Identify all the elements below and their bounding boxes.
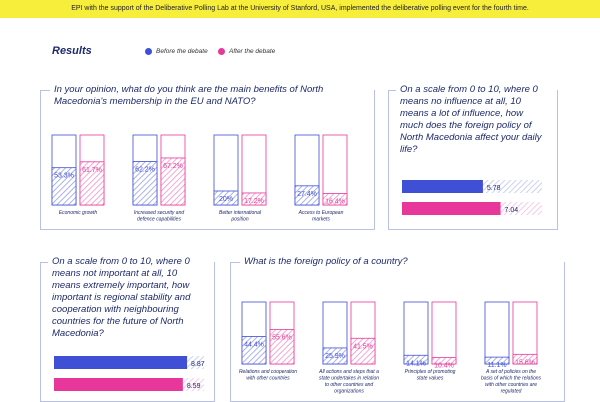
- tick-label: defence capabilities: [137, 217, 181, 223]
- legend-after: After the debate: [218, 48, 275, 55]
- bar: [241, 192, 267, 206]
- data-label: 14.1%: [406, 360, 426, 367]
- data-label: 5.78: [487, 185, 501, 192]
- data-label: 17.2%: [244, 198, 264, 205]
- panel-foreign-policy-title: What is the foreign policy of a country?: [240, 256, 440, 268]
- tick-label: Economic growth: [59, 210, 98, 216]
- benefits-chart: 53.3% 61.7% Economic growth 62.2% 67.2% Incre…: [51, 134, 348, 223]
- panel-benefits-title: In your opinion, what do you think are t…: [50, 84, 350, 108]
- panel-influence-title: On a scale from 0 to 10, where 0 means n…: [396, 84, 546, 156]
- bar: [322, 193, 348, 206]
- tick-label: with other countries are: [485, 382, 537, 388]
- bar: [54, 356, 188, 369]
- tick-label: Access to European: [298, 210, 344, 216]
- panel-stability-title: On a scale from 0 to 10, where 0 means n…: [48, 256, 208, 340]
- bar: [54, 378, 183, 391]
- panel-benefits: [40, 90, 375, 230]
- legend-after-dot: [218, 48, 225, 55]
- bar: [132, 161, 158, 206]
- data-label: 67.2%: [163, 163, 183, 170]
- data-label: 8.59: [187, 383, 201, 390]
- bar: [350, 337, 376, 365]
- legend-after-label: After the debate: [229, 48, 276, 55]
- bar-frame: [403, 301, 429, 365]
- bar: [431, 357, 457, 365]
- tick-label: basis of which the relations: [481, 376, 542, 382]
- tick-label: Better international: [219, 210, 262, 216]
- tick-label: with other countries: [246, 376, 290, 382]
- bar: [213, 190, 239, 206]
- data-label: 27.4%: [297, 191, 317, 198]
- bar-frame: [484, 301, 510, 365]
- tick-label: markets: [312, 217, 330, 223]
- bar: [484, 356, 510, 365]
- data-label: 7.04: [505, 207, 519, 214]
- tick-label: All actions and steps that a: [318, 369, 379, 375]
- tick-label: A set of policies on the: [485, 369, 536, 375]
- data-label: 61.7%: [82, 167, 102, 174]
- bar: [269, 329, 295, 365]
- data-label: 16.4%: [325, 199, 345, 206]
- tick-label: state values: [417, 376, 444, 382]
- data-label: 41.5%: [353, 343, 373, 350]
- data-label: 20%: [219, 196, 233, 203]
- data-label: 25.9%: [325, 353, 345, 360]
- data-label: 62.2%: [135, 166, 155, 173]
- panel-influence: [388, 90, 558, 230]
- legend-before-dot: [145, 48, 152, 55]
- data-label: 44.4%: [244, 341, 264, 348]
- bar: [403, 354, 429, 365]
- data-label: 11.1%: [487, 362, 506, 369]
- bar: [241, 336, 267, 365]
- stability-chart: 8.87 8.59: [54, 356, 205, 391]
- bar-frame: [431, 301, 457, 365]
- bar: [51, 167, 77, 206]
- results-title: Results: [52, 45, 92, 57]
- tick-label: Principles of promoting: [405, 369, 456, 375]
- bar: [79, 161, 105, 206]
- tick-label: state undertakes in relation: [319, 376, 379, 382]
- foreign-policy-chart: 44.4%55.6%Relations and cooperationwith …: [239, 301, 542, 395]
- tick-label: Increased security and: [134, 210, 185, 216]
- data-label: 53.3%: [54, 173, 74, 180]
- data-label: 55.6%: [272, 335, 292, 342]
- influence-chart: 5.78 7.04: [402, 180, 542, 215]
- data-label: 10.4%: [434, 363, 454, 370]
- bar: [402, 180, 483, 193]
- bar: [512, 353, 538, 365]
- tick-label: to other countries and: [325, 382, 374, 388]
- bar: [160, 157, 186, 206]
- banner: EPI with the support of the Deliberative…: [0, 0, 600, 18]
- legend-before-label: Before the debate: [156, 48, 208, 55]
- data-label: 8.87: [191, 361, 205, 368]
- data-label: 15.6%: [515, 359, 535, 366]
- bar-frame: [512, 301, 538, 365]
- tick-label: regulated: [501, 389, 522, 395]
- bar: [322, 347, 348, 365]
- bar: [294, 185, 320, 206]
- bar: [402, 202, 501, 215]
- tick-label: organizations: [334, 389, 364, 395]
- legend-before: Before the debate: [145, 48, 208, 55]
- tick-label: position: [230, 217, 248, 223]
- tick-label: Relations and cooperation: [239, 369, 297, 375]
